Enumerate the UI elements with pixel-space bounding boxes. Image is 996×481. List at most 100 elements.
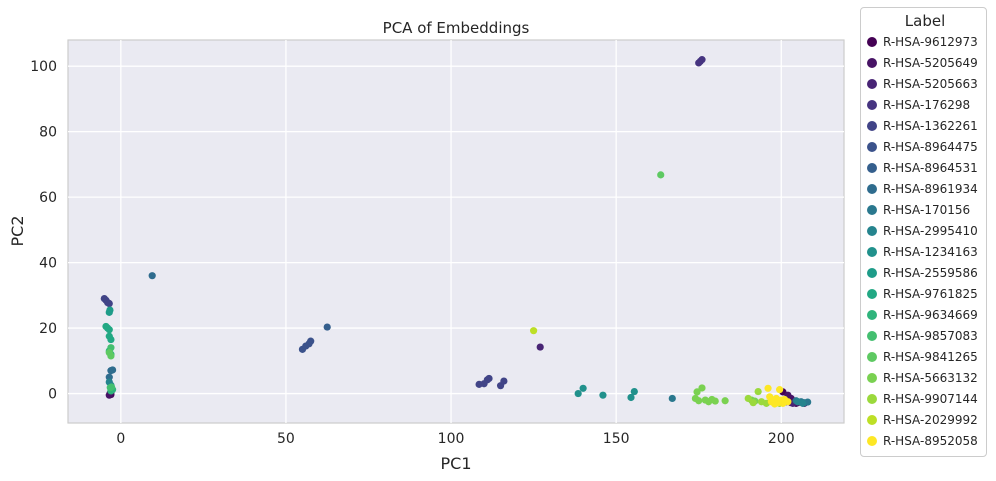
scatter-point [627, 393, 635, 402]
legend-item: R-HSA-8961934 [867, 178, 986, 199]
scatter-point [776, 386, 784, 394]
legend-item: R-HSA-5205649 [867, 52, 986, 73]
legend-marker-icon [867, 78, 877, 89]
legend-marker-icon [867, 204, 877, 215]
y-tick-label: 60 [39, 190, 57, 206]
x-tick-label: 50 [277, 431, 295, 447]
x-tick-label: 200 [768, 431, 795, 447]
legend-label: R-HSA-5663132 [883, 370, 978, 385]
scatter-point [799, 399, 807, 407]
legend-item: R-HSA-2559586 [867, 262, 986, 283]
scatter-point [721, 397, 729, 405]
scatter-point [769, 396, 777, 404]
legend-item: R-HSA-8964531 [867, 157, 986, 178]
scatter-point [106, 384, 114, 392]
scatter-point [695, 397, 703, 405]
legend-marker-icon [867, 309, 877, 320]
points-layer [100, 56, 812, 408]
legend-marker-icon [867, 330, 877, 341]
legend-label: R-HSA-9857083 [883, 328, 978, 343]
legend-marker-icon [867, 246, 877, 257]
legend-marker-icon [867, 351, 877, 362]
legend-item: R-HSA-2029992 [867, 409, 986, 430]
chart-title: PCA of Embeddings [383, 19, 530, 37]
scatter-point [105, 349, 113, 357]
legend-item: R-HSA-1362261 [867, 115, 986, 136]
legend: Label R-HSA-9612973 R-HSA-5205649 R-HSA-52… [860, 7, 987, 457]
legend-marker-icon [867, 57, 877, 68]
legend-marker-icon [867, 393, 877, 404]
legend-label: R-HSA-1234163 [883, 244, 978, 259]
scatter-point [668, 394, 676, 403]
legend-item: R-HSA-170156 [867, 199, 986, 220]
scatter-point [148, 272, 156, 280]
legend-marker-icon [867, 141, 877, 152]
y-tick-label: 20 [39, 321, 57, 337]
scatter-point [106, 306, 114, 314]
scatter-point [754, 387, 762, 396]
scatter-point [108, 366, 117, 374]
scatter-point [500, 377, 508, 385]
legend-items: R-HSA-9612973 R-HSA-5205649 R-HSA-5205663 R… [867, 31, 986, 451]
scatter-point [657, 171, 665, 179]
legend-label: R-HSA-9761825 [883, 286, 978, 301]
legend-item: R-HSA-9634669 [867, 304, 986, 325]
x-tick-label: 100 [438, 431, 465, 447]
y-axis-title: PC2 [8, 216, 27, 247]
scatter-point [485, 374, 493, 383]
legend-label: R-HSA-5205663 [883, 76, 978, 91]
legend-marker-icon [867, 36, 877, 47]
legend-item: R-HSA-8952058 [867, 430, 986, 451]
legend-item: R-HSA-9612973 [867, 31, 986, 52]
scatter-point [574, 389, 582, 398]
legend-marker-icon [867, 435, 877, 446]
legend-marker-icon [867, 183, 877, 194]
x-tick-label: 150 [603, 431, 630, 447]
plot-area [67, 39, 845, 424]
scatter-point [105, 326, 113, 334]
legend-marker-icon [867, 372, 877, 383]
legend-marker-icon [867, 267, 877, 278]
scatter-point [630, 387, 638, 396]
scatter-point [599, 391, 607, 399]
y-tick-label: 40 [39, 256, 57, 272]
legend-item: R-HSA-5205663 [867, 73, 986, 94]
y-tick-label: 100 [30, 59, 57, 75]
legend-item: R-HSA-176298 [867, 94, 986, 115]
legend-item: R-HSA-9841265 [867, 346, 986, 367]
scatter-point [698, 56, 706, 64]
legend-marker-icon [867, 414, 877, 425]
legend-marker-icon [867, 225, 877, 236]
legend-label: R-HSA-1362261 [883, 118, 978, 133]
legend-item: R-HSA-8964475 [867, 136, 986, 157]
legend-label: R-HSA-8961934 [883, 181, 978, 196]
legend-label: R-HSA-8952058 [883, 433, 978, 448]
scatter-point [784, 398, 792, 406]
scatter-point [698, 384, 706, 392]
legend-item: R-HSA-9907144 [867, 388, 986, 409]
legend-item: R-HSA-5663132 [867, 367, 986, 388]
legend-label: R-HSA-170156 [883, 202, 971, 217]
scatter-point [579, 384, 587, 392]
legend-label: R-HSA-9841265 [883, 349, 978, 364]
legend-item: R-HSA-2995410 [867, 220, 986, 241]
scatter-point [764, 384, 772, 392]
legend-label: R-HSA-2559586 [883, 265, 978, 280]
legend-label: R-HSA-2995410 [883, 223, 978, 238]
scatter-point [323, 323, 331, 331]
legend-marker-icon [867, 99, 877, 110]
x-tick-label: 0 [116, 431, 125, 447]
y-tick-label: 80 [39, 125, 57, 141]
grid-layer [68, 40, 844, 423]
scatter-point [107, 335, 115, 344]
scatter-point [693, 388, 701, 396]
scatter-point [307, 337, 315, 345]
legend-marker-icon [867, 162, 877, 173]
legend-label: R-HSA-176298 [883, 97, 971, 112]
scatter-point [711, 397, 719, 405]
legend-marker-icon [867, 288, 877, 299]
x-axis-title: PC1 [441, 454, 472, 473]
scatter-point [749, 399, 757, 407]
scatter-point [536, 343, 544, 351]
legend-label: R-HSA-8964531 [883, 160, 978, 175]
